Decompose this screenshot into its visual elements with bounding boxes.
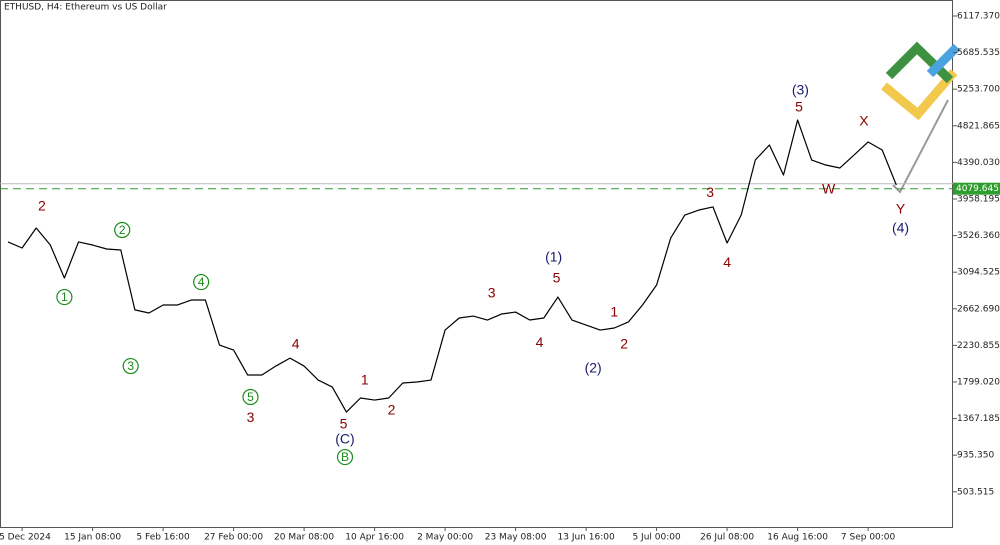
wave-label: 1 — [610, 304, 618, 320]
wave-label: 2 — [388, 402, 396, 418]
chart-title: ETHUSD, H4: Ethereum vs US Dollar — [4, 3, 167, 13]
wave-label: 5 — [553, 270, 561, 286]
wave-label: X — [859, 113, 869, 129]
wave-label: W — [822, 181, 836, 197]
y-tick-label: 935.350 — [957, 451, 994, 461]
wave-label: 3 — [247, 409, 255, 425]
wave-label: (4) — [892, 220, 909, 236]
x-tick-label: 7 Sep 00:00 — [841, 533, 896, 543]
plot-border — [0, 0, 953, 528]
wave-label: (C) — [335, 431, 354, 447]
wave-circle — [122, 357, 139, 375]
y-tick-label: 5253.700 — [957, 85, 1000, 95]
wave-label: 1 — [361, 372, 369, 388]
wave-label: 2 — [119, 223, 126, 237]
wave-label: 4 — [536, 334, 544, 350]
wave-circle — [56, 288, 73, 306]
wave-label: 5 — [247, 390, 254, 404]
wave-label: 5 — [795, 99, 803, 115]
wave-circle — [336, 448, 354, 466]
current-price-box — [953, 182, 1000, 195]
y-tick-label: 3958.195 — [957, 194, 1000, 204]
projection-path — [892, 99, 949, 194]
x-tick-label: 10 Apr 16:00 — [345, 533, 404, 543]
x-tick-label: 27 Feb 00:00 — [204, 533, 263, 543]
y-tick-label: 1799.020 — [957, 377, 1000, 387]
y-tick-label: 3094.525 — [957, 268, 1000, 278]
x-tick-label: 5 Feb 16:00 — [136, 533, 190, 543]
wave-label: (2) — [585, 360, 602, 376]
y-tick-label: 2662.690 — [957, 304, 1000, 314]
x-tick-label: 23 May 08:00 — [485, 533, 547, 543]
x-tick-label: 16 Aug 16:00 — [767, 533, 828, 543]
y-tick-label: 4390.030 — [957, 158, 1000, 168]
current-price-label: 4079.645 — [956, 184, 999, 194]
logo — [881, 41, 961, 121]
price-line — [7, 119, 897, 413]
wave-label: 3 — [488, 285, 496, 301]
y-tick-label: 2230.855 — [957, 341, 1000, 351]
x-tick-label: 5 Jul 00:00 — [632, 533, 681, 543]
x-tick-label: 2 May 00:00 — [417, 533, 473, 543]
wave-label: 4 — [292, 336, 300, 352]
wave-label: (3) — [792, 82, 809, 98]
y-tick-label: 3526.360 — [957, 231, 1000, 241]
wave-label: 1 — [61, 290, 68, 304]
x-tick-label: 13 Jun 16:00 — [558, 533, 615, 543]
wave-label: 2 — [620, 336, 628, 352]
wave-label: (1) — [545, 249, 562, 265]
wave-label: 2 — [38, 198, 46, 214]
wave-label: 5 — [340, 416, 348, 432]
wave-circle — [242, 388, 259, 406]
wave-label: 3 — [706, 184, 714, 200]
y-tick-label: 1367.185 — [957, 414, 1000, 424]
wave-label: 4 — [723, 254, 731, 270]
y-tick-label: 503.515 — [957, 487, 994, 497]
x-tick-label: 26 Jul 08:00 — [700, 533, 754, 543]
y-tick-label: 4821.865 — [957, 121, 1000, 131]
y-tick-label: 5685.535 — [957, 48, 1000, 58]
wave-circle — [114, 221, 131, 239]
y-tick-label: 6117.370 — [957, 11, 1000, 21]
wave-label: Y — [896, 201, 906, 217]
x-tick-label: 25 Dec 2024 — [0, 533, 51, 543]
x-tick-label: 15 Jan 08:00 — [64, 533, 121, 543]
x-tick-label: 20 Mar 08:00 — [274, 533, 334, 543]
wave-label: 3 — [127, 359, 134, 373]
wave-circle — [193, 273, 210, 291]
wave-label: B — [341, 450, 349, 464]
wave-label: 4 — [198, 275, 205, 289]
